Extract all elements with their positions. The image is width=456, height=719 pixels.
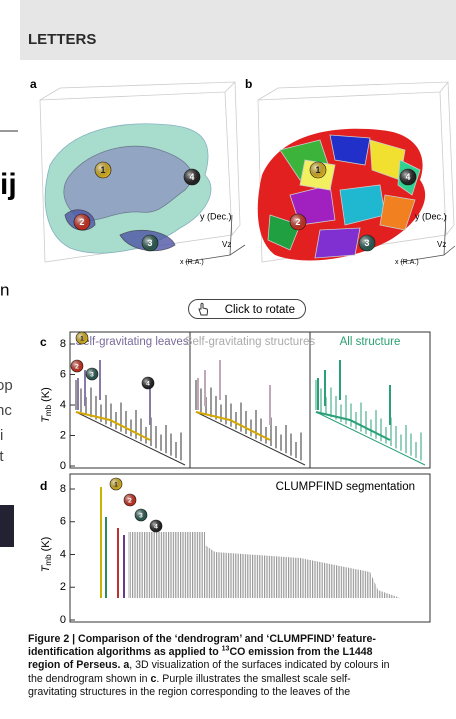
marker-label: 2 [128,497,132,504]
panel-label: a [30,77,37,91]
fragment: ij [0,168,17,201]
fragment: n [0,280,9,299]
y-tick-label: 8 [60,483,66,495]
figure-caption: Figure 2 | Comparison of the ‘dendrogram… [28,633,456,699]
marker-label: 3 [90,371,94,378]
panel-a-render [40,82,240,262]
subpanel-title: Self-gravitating leaves [75,336,188,348]
caption-text: , 3D visualization of the surfaces indic… [129,659,389,671]
clumpfind-bars [101,487,400,598]
caption-text: the dendrogram shown in [28,673,151,685]
subpanel-title: Self-gravitating structures [185,336,316,348]
y-tick-label: 6 [60,516,66,528]
caption-text: region of Perseus. a [28,659,129,671]
dendrogram-base [76,412,150,440]
axis-label: Vz [437,240,446,249]
marker-label: 3 [148,238,153,248]
fragment: i [0,427,3,444]
hand-icon [195,301,211,317]
subpanel-title: All structure [340,336,401,348]
subpanel-title: Self-gravitating leaves [75,336,188,348]
marker-label: 4 [146,380,150,387]
rotate-button[interactable]: Click to rotate [188,299,306,319]
axis-label: y (Dec.) [200,211,232,221]
dendrogram-branches [316,380,425,465]
caption-text: . Purple illustrates the smallest scale … [156,673,350,685]
marker-label: 3 [139,512,143,519]
y-tick-label: 0 [60,614,66,626]
fragment: nc [0,402,12,419]
marker-label: 1 [80,335,84,342]
page: Figure 2 html, body { margin: 0; padding… [0,0,456,719]
section-title: LETTERS [28,31,96,48]
marker-label: 2 [80,217,85,227]
panel-label: d [40,479,47,493]
dendrogram-base [196,412,270,440]
fragment: op [0,377,13,394]
y-axis-unit: (K) [40,387,52,402]
subpanel-title: Self-gravitating structures [185,336,316,348]
panel-b-render [258,82,454,262]
y-tick-label: 4 [60,548,66,560]
background-window: ij n op nc i it [0,130,18,550]
caption-text: gravitating structures in the region cor… [28,686,350,698]
y-axis-subscript: mb [44,404,53,416]
axis-label: y (Dec.) [415,211,447,221]
marker-label: 4 [154,523,158,530]
axis-label: Vz [222,240,231,249]
marker-label: 3 [365,238,370,248]
y-axis-label: Tmb (K) [40,387,53,423]
marker-label: 1 [101,165,106,175]
marker-label: 4 [190,172,195,182]
y-tick-label: 2 [60,581,66,593]
marker-label: 2 [75,363,79,370]
y-axis-unit: (K) [40,537,52,552]
button-label: Click to rotate [225,304,295,316]
y-tick-label: 4 [60,399,66,411]
y-tick-label: 2 [60,429,66,441]
marker-label: 4 [406,172,411,182]
caption-text: identification algorithms as applied to [28,646,222,658]
y-tick-label: 6 [60,368,66,380]
page-body: {"header": {"section": "LETTERS"}, "back… [0,0,456,719]
figure: LETTERS a b y (Dec.) Vz x (R.A.) y (Dec.… [0,0,456,719]
marker-label: 2 [296,217,301,227]
marker-label: 1 [316,165,321,175]
dendrogram-base [316,412,390,440]
caption-text: CO emission from the L1448 [229,646,372,658]
y-axis-label: Tmb (K) [40,537,53,573]
y-tick-label: 8 [60,338,66,350]
axis-label: x (R.A.) [180,259,204,266]
dendrogram: 1 2 3 4 [71,332,425,465]
panel-label: c [40,335,47,349]
dendrogram-branches [196,380,305,465]
panel-title: CLUMPFIND segmentation [276,481,415,493]
panel-label: b [245,77,252,91]
marker-label: 1 [114,481,118,488]
axis-label: x (R.A.) [395,259,419,266]
dendrogram-branches [76,380,185,465]
caption-text: Figure 2 | Comparison of the ‘dendrogram… [28,633,376,645]
y-tick-label: 0 [60,460,66,472]
panel-c-frames [70,332,430,468]
y-axis-subscript: mb [44,554,53,566]
